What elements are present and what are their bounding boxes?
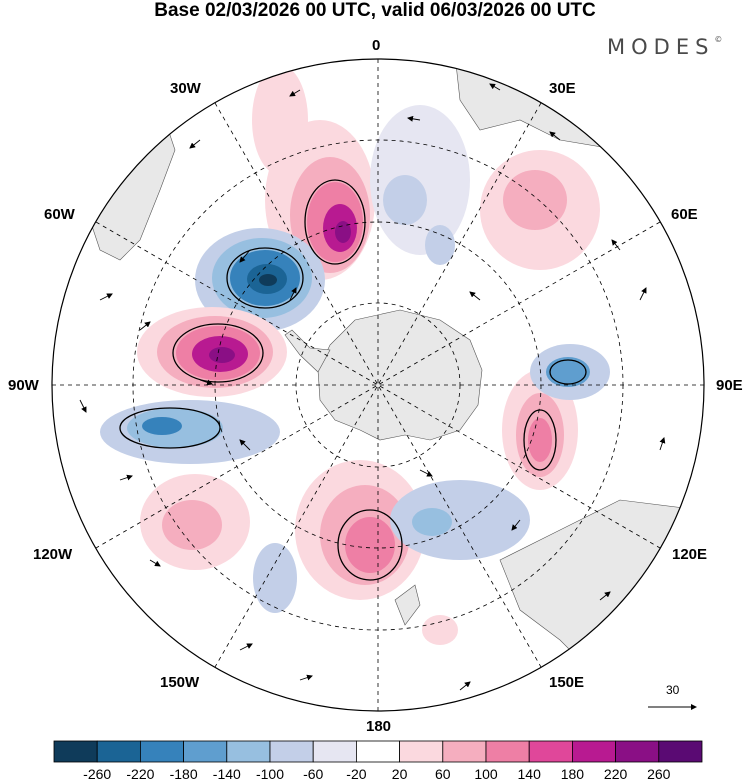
colorbar-boxes: [53, 740, 703, 763]
colorbar-box: [528, 740, 573, 763]
lon-label-180: 180: [366, 718, 392, 735]
lon-label-60e: 60E: [671, 206, 698, 223]
graticule: [52, 59, 704, 711]
colorbar-tick-label: 140: [518, 766, 542, 782]
colorbar-tick-label: -180: [170, 766, 198, 782]
lon-label-0: 0: [372, 37, 381, 54]
colorbar-box: [139, 740, 184, 763]
colorbar-tick-label: 180: [561, 766, 585, 782]
modes-logo: MODES©: [607, 35, 722, 59]
colorbar-box: [96, 740, 141, 763]
antarctic-peninsula: [284, 329, 331, 373]
lon-label-60w: 60W: [44, 206, 75, 223]
colorbar-tick-label: 100: [474, 766, 498, 782]
wind-vectors: [79, 83, 666, 691]
colorbar-box: [485, 740, 530, 763]
lon-label-30w: 30W: [170, 80, 201, 97]
colorbar-box: [269, 740, 314, 763]
brand-name: MODES: [607, 35, 715, 59]
copyright-mark: ©: [714, 35, 723, 44]
colorbar-box: [399, 740, 444, 763]
map-title: Base 02/03/2026 00 UTC, valid 06/03/2026…: [154, 0, 596, 21]
colorbar-tick-label: -220: [126, 766, 154, 782]
colorbar-tick-label: -140: [213, 766, 241, 782]
colorbar-box: [53, 740, 98, 763]
lon-label-150e: 150E: [549, 674, 585, 691]
colorbar-box: [615, 740, 660, 763]
lon-label-120e: 120E: [672, 546, 708, 563]
antarctica: [317, 309, 483, 441]
colorbar-tick-label: -100: [256, 766, 284, 782]
colorbar-tick-label: -60: [303, 766, 323, 782]
colorbar-tick-label: -260: [83, 766, 111, 782]
map-boundary: [51, 58, 705, 712]
colorbar-tick-label: 220: [604, 766, 628, 782]
new-zealand: [394, 584, 421, 626]
colorbar-tick-label: 260: [647, 766, 671, 782]
lon-label-90w: 90W: [8, 377, 39, 394]
colorbar-ticks: -260 -220 -180 -140 -100 -60 -20 20 60 100 140 180 2…: [83, 766, 671, 782]
colorbar-box: [226, 740, 271, 763]
colorbar-box: [312, 740, 357, 763]
lon-label-90e: 90E: [716, 377, 743, 394]
lon-label-120w: 120W: [33, 546, 73, 563]
lon-label-30e: 30E: [549, 80, 576, 97]
colorbar-box: [355, 740, 400, 763]
contours: [119, 179, 587, 581]
colorbar-tick-label: 20: [392, 766, 408, 782]
colorbar-tick-label: 60: [435, 766, 451, 782]
colorbar-box: [183, 740, 228, 763]
colorbar-tick-label: -20: [346, 766, 366, 782]
colorbar-box: [572, 740, 617, 763]
lon-label-150w: 150W: [160, 674, 200, 691]
reference-vector-label: 30: [666, 683, 680, 697]
colorbar-box: [442, 740, 487, 763]
colorbar-box: [658, 740, 703, 763]
